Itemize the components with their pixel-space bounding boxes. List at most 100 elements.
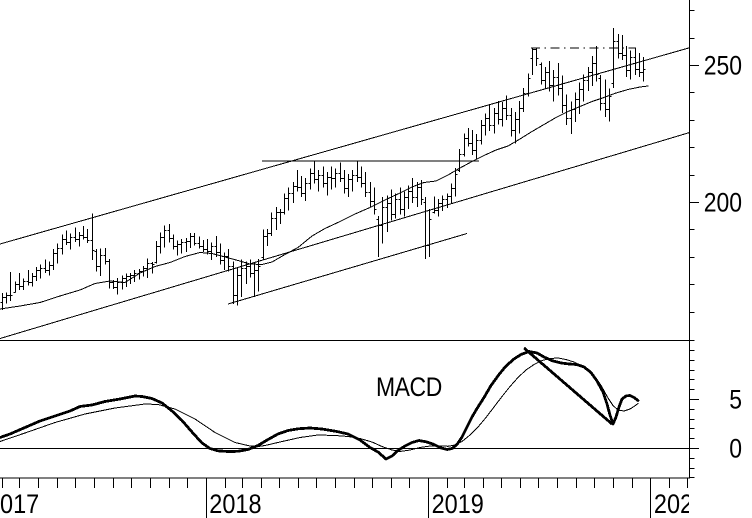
- ohlc-bar: [278, 208, 283, 225]
- ohlc-bar: [252, 262, 257, 298]
- year-labels: 2017 2018 2019 2020: [0, 490, 706, 518]
- macd-label: MACD: [376, 372, 442, 402]
- ohlc-bar: [188, 233, 193, 249]
- ohlc-bar: [94, 248, 99, 272]
- ohlc-bar: [586, 67, 591, 91]
- ohlc-bar: [8, 272, 13, 301]
- ohlc-bar: [321, 166, 326, 188]
- ohlc-bar: [479, 119, 484, 145]
- ohlc-bar: [530, 48, 535, 75]
- ohlc-bar: [427, 208, 432, 258]
- ohlc-bar: [68, 233, 73, 250]
- ohlc-bar: [539, 62, 544, 85]
- ohlc-bar: [445, 193, 450, 208]
- ohlc-bar: [346, 174, 351, 198]
- macd-panel: MACD: [0, 346, 640, 461]
- ohlc-bar: [376, 215, 381, 258]
- ohlc-bar: [372, 187, 377, 215]
- ohlc-bar: [398, 187, 403, 215]
- ohlc-bar: [256, 258, 261, 292]
- ohlc-bar: [269, 212, 274, 236]
- ohlc-bar: [85, 228, 90, 243]
- ohlc-bar: [77, 231, 82, 247]
- ohlc-bar: [569, 101, 574, 135]
- ohlc-bar: [150, 261, 155, 274]
- ohlc-bar: [120, 275, 125, 290]
- ohlc-bar: [81, 226, 86, 240]
- ohlc-bar: [598, 75, 603, 111]
- ohlc-bar: [492, 107, 497, 134]
- ohlc-bar: [111, 280, 116, 290]
- ohlc-bar: [60, 234, 65, 255]
- year-label-2018: 2018: [209, 490, 261, 518]
- ohlc-bar: [496, 101, 501, 125]
- trend-channel-upper-line: [0, 47, 690, 245]
- ohlc-bar: [184, 237, 189, 253]
- ohlc-bar: [158, 232, 163, 254]
- ohlc-bar: [389, 189, 394, 221]
- ohlc-bar: [244, 261, 249, 284]
- ohlc-bar: [30, 273, 35, 287]
- ohlc-bar: [218, 243, 223, 265]
- ohlc-bar: [415, 181, 420, 207]
- ohlc-bar: [64, 230, 69, 246]
- ohlc-bar: [286, 187, 291, 211]
- ohlc-bar: [299, 175, 304, 198]
- ohlc-bar: [0, 293, 5, 311]
- ohlc-bar: [214, 236, 219, 258]
- ohlc-bar: [363, 172, 368, 198]
- ohlc-bar: [308, 168, 313, 190]
- ohlc-bar: [132, 270, 137, 283]
- ohlc-bar: [34, 266, 39, 281]
- ohlc-bar: [145, 258, 150, 279]
- ohlc-bar: [342, 170, 347, 194]
- ohlc-bar: [312, 160, 317, 184]
- chart-frame: [0, 0, 690, 479]
- ohlc-bar: [248, 259, 253, 278]
- ohlc-bar: [551, 70, 556, 102]
- ohlc-bar: [462, 133, 467, 157]
- ohlc-bar: [500, 102, 505, 127]
- ohlc-bar: [55, 243, 60, 264]
- ohlc-bar: [197, 236, 202, 249]
- ohlc-bar: [201, 239, 206, 253]
- ohlc-bar: [295, 170, 300, 192]
- ohlc-bar: [633, 48, 638, 76]
- ohlc-bar: [43, 259, 48, 274]
- ohlc-bar: [192, 233, 197, 246]
- ohlc-bar: [282, 193, 287, 215]
- ohlc-bar: [624, 46, 629, 78]
- ohlc-bar: [406, 185, 411, 209]
- ohlc-bar: [47, 261, 52, 276]
- ohlc-bar: [616, 33, 621, 59]
- ohlc-bar: [534, 48, 539, 67]
- ohlc-bar: [333, 168, 338, 188]
- ohlc-bar: [590, 56, 595, 87]
- ohlc-bar: [526, 73, 531, 97]
- ohlc-bar: [543, 67, 548, 89]
- ohlc-bar: [577, 82, 582, 114]
- ohlc-bar: [594, 46, 599, 82]
- ohlc-bar: [521, 87, 526, 112]
- ohlc-bar: [98, 248, 103, 277]
- macd-trendline: [523, 346, 613, 426]
- ohlc-bar: [620, 34, 625, 61]
- ohlc-bar: [316, 170, 321, 192]
- ohlc-bar: [21, 278, 26, 291]
- ohlc-bar: [205, 238, 210, 255]
- ohlc-bar: [474, 133, 479, 160]
- year-label-2020: 2020: [654, 490, 706, 518]
- ohlc-bar: [26, 270, 31, 286]
- ohlc-bar: [547, 61, 552, 92]
- ohlc-bar: [436, 198, 441, 217]
- ohlc-bar: [209, 242, 214, 260]
- ohlc-bar: [329, 166, 334, 190]
- ohlc-bar: [611, 27, 616, 88]
- ohlc-bar: [162, 225, 167, 248]
- ohlc-bar: [470, 130, 475, 156]
- ohlc-bar: [226, 248, 231, 272]
- ohlc-bar: [560, 75, 565, 113]
- ohlc-bar: [261, 229, 266, 260]
